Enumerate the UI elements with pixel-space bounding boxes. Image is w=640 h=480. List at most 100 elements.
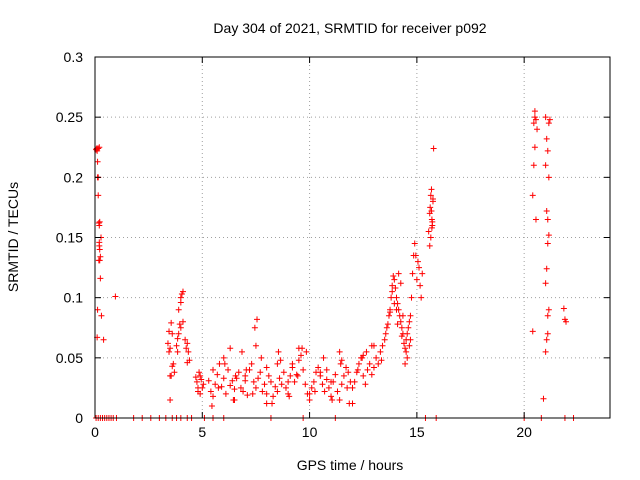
data-point (363, 348, 370, 355)
x-tick-label: 5 (198, 424, 206, 440)
data-point (543, 336, 550, 343)
data-point (310, 378, 317, 385)
data-point (215, 384, 222, 391)
data-point (337, 360, 344, 367)
data-point (530, 162, 537, 169)
data-point (412, 252, 419, 259)
data-point (257, 369, 264, 376)
data-point (242, 372, 249, 379)
data-point (306, 390, 313, 397)
data-point (285, 378, 292, 385)
data-point (334, 388, 341, 395)
data-point (208, 402, 215, 409)
data-point (532, 216, 539, 223)
data-point (530, 120, 537, 127)
x-tick-labels: 0 5 10 15 20 (91, 424, 532, 440)
data-point (545, 174, 552, 181)
data-point (227, 345, 234, 352)
data-point (336, 348, 343, 355)
data-point (381, 336, 388, 343)
data-point (95, 192, 102, 199)
data-point (382, 330, 389, 337)
data-point (286, 393, 293, 400)
data-point (248, 360, 255, 367)
data-point (368, 342, 375, 349)
data-point (543, 208, 550, 215)
data-point (280, 369, 287, 376)
data-point (263, 364, 270, 371)
data-point (392, 285, 399, 292)
data-point (345, 369, 352, 376)
y-tick-label: 0.05 (56, 350, 83, 366)
data-point (408, 294, 415, 301)
data-point (200, 381, 207, 388)
data-point (98, 312, 105, 319)
data-point (177, 294, 184, 301)
data-point (96, 144, 103, 151)
data-point (207, 388, 214, 395)
data-point (278, 381, 285, 388)
data-point (393, 306, 400, 313)
data-point (308, 384, 315, 391)
data-point (544, 216, 551, 223)
data-point (404, 354, 411, 361)
data-point (543, 265, 550, 272)
data-point (368, 371, 375, 378)
data-point (388, 294, 395, 301)
data-point (542, 162, 549, 169)
data-point (175, 306, 182, 313)
data-point (237, 384, 244, 391)
x-axis-label: GPS time / hours (297, 457, 404, 473)
data-point (195, 388, 201, 395)
data-point (534, 126, 541, 133)
data-point (544, 330, 551, 337)
data-point (540, 395, 547, 402)
data-point (542, 280, 549, 287)
data-point (418, 294, 425, 301)
data-point (171, 369, 178, 376)
data-point (391, 300, 398, 307)
data-point (403, 348, 410, 355)
data-point (184, 359, 191, 366)
data-point (94, 306, 101, 313)
data-point (417, 282, 424, 289)
data-point (272, 383, 279, 390)
data-point (198, 376, 205, 383)
data-point (426, 242, 433, 249)
data-point (409, 270, 416, 277)
data-point (404, 330, 411, 337)
x-tick-label: 20 (516, 424, 532, 440)
data-point (427, 192, 434, 199)
data-point (332, 371, 339, 378)
data-point (298, 352, 304, 359)
data-point (375, 360, 382, 367)
data-point (259, 388, 266, 395)
x-tick-label: 10 (302, 424, 318, 440)
data-point (169, 330, 176, 337)
data-point (428, 224, 435, 231)
data-point (185, 348, 192, 355)
data-point (399, 312, 406, 319)
data-point (402, 345, 409, 352)
data-point (398, 324, 405, 331)
data-point (287, 372, 294, 379)
data-point (267, 378, 274, 385)
data-point (251, 324, 258, 331)
data-point (164, 340, 171, 347)
data-point (306, 396, 313, 403)
data-point (319, 381, 326, 388)
data-point (229, 377, 236, 384)
data-point (218, 383, 225, 390)
data-point (179, 288, 186, 295)
data-point (414, 258, 421, 265)
data-point (97, 275, 104, 282)
data-point (269, 400, 276, 407)
y-tick-label: 0.2 (64, 169, 84, 185)
data-point (385, 312, 392, 319)
data-point (227, 382, 234, 389)
data-point (112, 293, 119, 300)
data-point (205, 377, 212, 384)
data-points (93, 108, 577, 421)
data-point (254, 316, 261, 323)
